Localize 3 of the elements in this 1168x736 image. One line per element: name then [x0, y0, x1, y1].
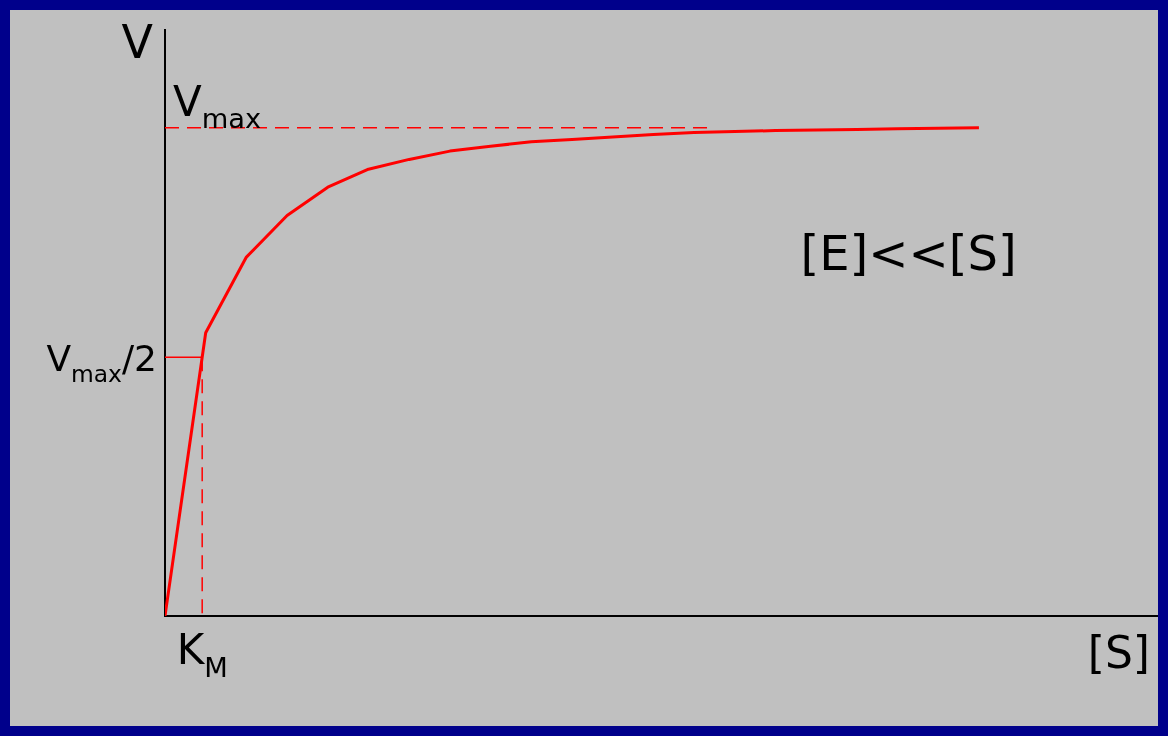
y-axis-title: V — [121, 15, 154, 69]
annotation: [E]<<[S] — [800, 225, 1017, 281]
x-axis-title: [S] — [1087, 627, 1150, 678]
